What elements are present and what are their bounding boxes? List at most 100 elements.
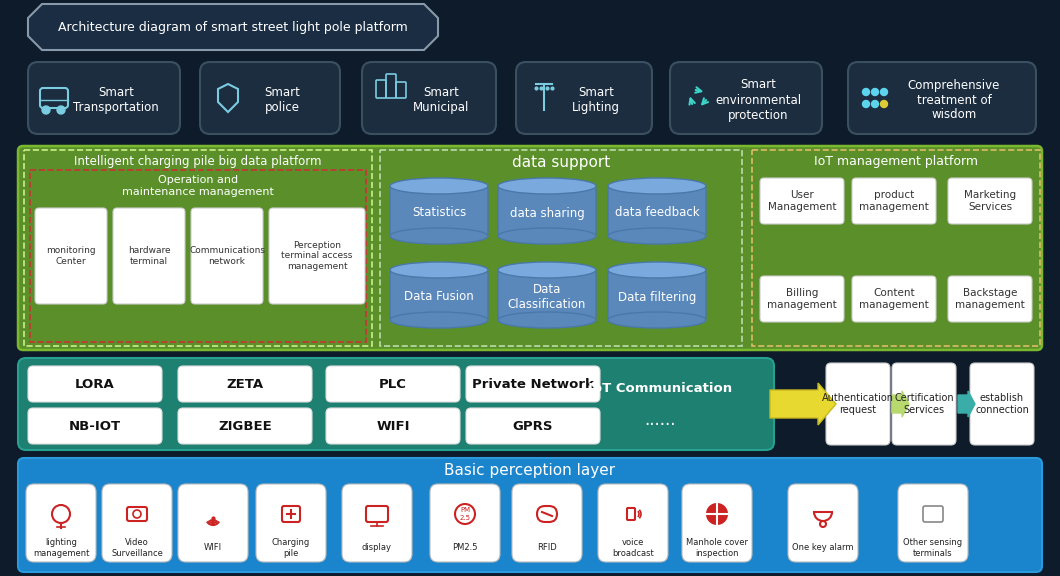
- Circle shape: [863, 100, 869, 108]
- Text: Data Fusion: Data Fusion: [404, 290, 474, 304]
- FancyBboxPatch shape: [516, 62, 652, 134]
- FancyBboxPatch shape: [788, 484, 858, 562]
- Ellipse shape: [498, 178, 596, 194]
- FancyBboxPatch shape: [760, 276, 844, 322]
- FancyBboxPatch shape: [326, 366, 460, 402]
- Text: Communications
network: Communications network: [189, 247, 265, 266]
- Text: lighting
management: lighting management: [33, 539, 89, 558]
- Text: RFID: RFID: [537, 544, 556, 552]
- FancyBboxPatch shape: [26, 484, 96, 562]
- Text: PM2.5: PM2.5: [453, 544, 478, 552]
- FancyBboxPatch shape: [466, 366, 600, 402]
- FancyArrow shape: [770, 383, 836, 425]
- FancyBboxPatch shape: [848, 62, 1036, 134]
- Text: Certification
Services: Certification Services: [895, 393, 954, 415]
- FancyBboxPatch shape: [178, 366, 312, 402]
- Text: Video
Surveillance: Video Surveillance: [111, 539, 163, 558]
- FancyBboxPatch shape: [682, 484, 752, 562]
- FancyBboxPatch shape: [898, 484, 968, 562]
- FancyBboxPatch shape: [102, 484, 172, 562]
- Text: Backstage
management: Backstage management: [955, 288, 1025, 310]
- Text: data sharing: data sharing: [510, 207, 584, 219]
- Text: Architecture diagram of smart street light pole platform: Architecture diagram of smart street lig…: [58, 21, 408, 33]
- Ellipse shape: [608, 262, 706, 278]
- FancyBboxPatch shape: [342, 484, 412, 562]
- Circle shape: [871, 100, 879, 108]
- Text: Intelligent charging pile big data platform: Intelligent charging pile big data platf…: [74, 154, 322, 168]
- Text: hardware
terminal: hardware terminal: [127, 247, 171, 266]
- FancyBboxPatch shape: [498, 270, 596, 320]
- Circle shape: [881, 100, 887, 108]
- Text: Content
management: Content management: [859, 288, 929, 310]
- Text: Authentication
request: Authentication request: [822, 393, 894, 415]
- FancyBboxPatch shape: [608, 186, 706, 236]
- Text: Charging
pile: Charging pile: [271, 539, 311, 558]
- Polygon shape: [28, 4, 438, 50]
- Text: ZETA: ZETA: [227, 377, 264, 391]
- Text: Billing
management: Billing management: [767, 288, 837, 310]
- Text: Smart
Municipal: Smart Municipal: [412, 86, 470, 114]
- FancyBboxPatch shape: [948, 178, 1032, 224]
- FancyBboxPatch shape: [390, 270, 488, 320]
- Bar: [379, 150, 742, 346]
- Text: data feedback: data feedback: [615, 207, 700, 219]
- Text: Smart
environmental
protection: Smart environmental protection: [714, 78, 801, 122]
- FancyBboxPatch shape: [970, 363, 1034, 445]
- Ellipse shape: [498, 228, 596, 244]
- Text: establish
connection: establish connection: [975, 393, 1029, 415]
- Ellipse shape: [608, 312, 706, 328]
- Ellipse shape: [498, 262, 596, 278]
- Text: PLC: PLC: [379, 377, 407, 391]
- FancyBboxPatch shape: [948, 276, 1032, 322]
- FancyBboxPatch shape: [191, 208, 263, 304]
- FancyBboxPatch shape: [326, 408, 460, 444]
- FancyBboxPatch shape: [178, 484, 248, 562]
- Ellipse shape: [390, 312, 488, 328]
- FancyBboxPatch shape: [430, 484, 500, 562]
- FancyBboxPatch shape: [35, 208, 107, 304]
- FancyBboxPatch shape: [826, 363, 890, 445]
- Text: Private Network: Private Network: [472, 377, 594, 391]
- Text: ......: ......: [644, 411, 676, 429]
- FancyBboxPatch shape: [28, 408, 162, 444]
- FancyBboxPatch shape: [28, 62, 180, 134]
- Text: One key alarm: One key alarm: [792, 544, 853, 552]
- Ellipse shape: [498, 312, 596, 328]
- Ellipse shape: [390, 228, 488, 244]
- Text: Perception
terminal access
management: Perception terminal access management: [281, 241, 353, 271]
- Text: voice
broadcast: voice broadcast: [612, 539, 654, 558]
- Text: PM
2.5: PM 2.5: [459, 507, 471, 521]
- FancyBboxPatch shape: [852, 276, 936, 322]
- Text: Smart
Lighting: Smart Lighting: [572, 86, 620, 114]
- FancyBboxPatch shape: [363, 62, 496, 134]
- Circle shape: [863, 89, 869, 96]
- Text: display: display: [363, 544, 392, 552]
- Bar: [24, 150, 372, 346]
- Text: WIFI: WIFI: [376, 419, 410, 433]
- Text: Comprehensive
treatment of
wisdom: Comprehensive treatment of wisdom: [907, 78, 1001, 122]
- FancyBboxPatch shape: [18, 146, 1042, 350]
- FancyBboxPatch shape: [760, 178, 844, 224]
- Text: User
Management: User Management: [767, 190, 836, 212]
- FancyBboxPatch shape: [18, 358, 774, 450]
- Text: Smart
police: Smart police: [264, 86, 300, 114]
- Text: WIFI: WIFI: [204, 544, 222, 552]
- Ellipse shape: [390, 178, 488, 194]
- Text: monitoring
Center: monitoring Center: [47, 247, 95, 266]
- FancyBboxPatch shape: [466, 408, 600, 444]
- FancyBboxPatch shape: [498, 186, 596, 236]
- FancyBboxPatch shape: [608, 270, 706, 320]
- Circle shape: [42, 106, 50, 114]
- FancyBboxPatch shape: [852, 178, 936, 224]
- Text: Data filtering: Data filtering: [618, 290, 696, 304]
- Text: Smart
Transportation: Smart Transportation: [73, 86, 159, 114]
- FancyBboxPatch shape: [269, 208, 365, 304]
- Circle shape: [57, 106, 65, 114]
- FancyBboxPatch shape: [598, 484, 668, 562]
- FancyBboxPatch shape: [178, 408, 312, 444]
- Text: data support: data support: [512, 154, 611, 169]
- Circle shape: [871, 89, 879, 96]
- Text: NB-IOT: NB-IOT: [69, 419, 121, 433]
- Text: IoT Communication: IoT Communication: [588, 381, 732, 395]
- FancyBboxPatch shape: [670, 62, 822, 134]
